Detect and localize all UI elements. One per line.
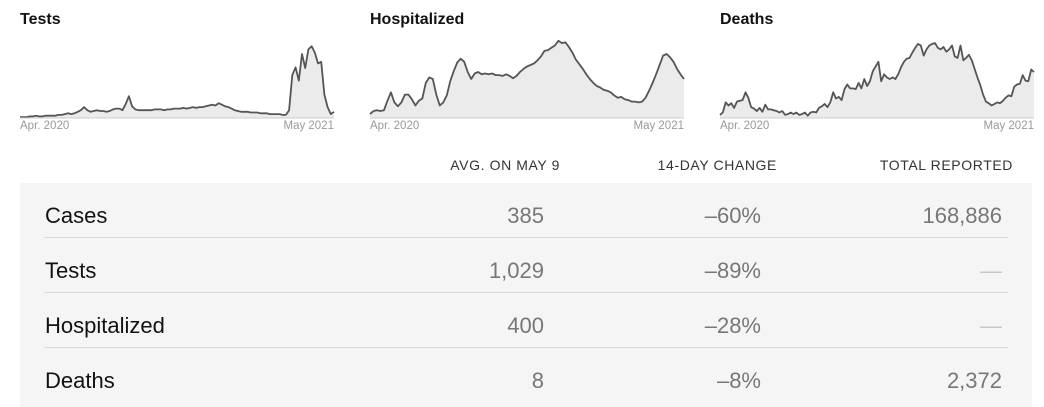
- change-value: –89%: [704, 258, 761, 283]
- chart-tests: Tests Apr. 2020 May 2021: [20, 0, 335, 140]
- x-start-label: Apr. 2020: [370, 120, 420, 132]
- sparkline-area: [20, 46, 334, 119]
- table-row-hospitalized: Hospitalized 400 –28% —: [44, 293, 1008, 348]
- chart-title: Deaths: [720, 11, 774, 28]
- stats-table: Cases 385 –60% 168,886 Tests 1,029 –89% …: [20, 183, 1032, 407]
- row-label: Cases: [45, 203, 108, 228]
- sparkline-hospitalized: [369, 39, 685, 119]
- chart-title: Hospitalized: [370, 11, 465, 28]
- sparkline-line: [20, 45, 335, 119]
- avg-value: 400: [507, 313, 544, 338]
- column-header-total: TOTAL REPORTED: [879, 157, 1013, 173]
- table-row-deaths: Deaths 8 –8% 2,372: [44, 348, 1008, 403]
- change-value: –28%: [704, 313, 761, 338]
- x-end-label: May 2021: [983, 120, 1034, 132]
- sparkline-deaths: [719, 42, 1035, 119]
- sparkline-area: [720, 43, 1034, 118]
- table-row-tests: Tests 1,029 –89% —: [44, 238, 1008, 293]
- row-divider: [44, 347, 1008, 348]
- x-start-label: Apr. 2020: [20, 120, 70, 132]
- column-header-change: 14-DAY CHANGE: [657, 157, 777, 173]
- x-end-label: May 2021: [283, 120, 334, 132]
- x-end-label: May 2021: [633, 120, 684, 132]
- change-value: –60%: [704, 203, 761, 228]
- total-value: —: [980, 258, 1002, 283]
- total-value: 168,886: [922, 203, 1002, 228]
- sparkline-tests: [20, 45, 335, 119]
- chart-deaths: Deaths Apr. 2020 May 2021: [719, 0, 1035, 140]
- chart-title: Tests: [20, 11, 61, 28]
- avg-value: 385: [507, 203, 544, 228]
- sparkline-line: [369, 39, 685, 115]
- total-value: —: [980, 313, 1002, 338]
- change-value: –8%: [716, 368, 761, 393]
- avg-value: 8: [531, 368, 544, 393]
- row-divider: [44, 237, 1008, 238]
- sparkline-area: [370, 40, 684, 118]
- avg-value: 1,029: [488, 258, 544, 283]
- x-start-label: Apr. 2020: [720, 120, 770, 132]
- sparkline-line: [719, 42, 1035, 117]
- chart-hospitalized: Hospitalized Apr. 2020 May 2021: [369, 0, 685, 140]
- row-divider: [44, 292, 1008, 293]
- row-label: Deaths: [45, 368, 115, 393]
- total-value: 2,372: [946, 368, 1002, 393]
- row-label: Tests: [45, 258, 97, 283]
- column-header-avg: AVG. ON MAY 9: [450, 157, 560, 173]
- row-label: Hospitalized: [45, 313, 165, 338]
- table-row-cases: Cases 385 –60% 168,886: [44, 183, 1008, 238]
